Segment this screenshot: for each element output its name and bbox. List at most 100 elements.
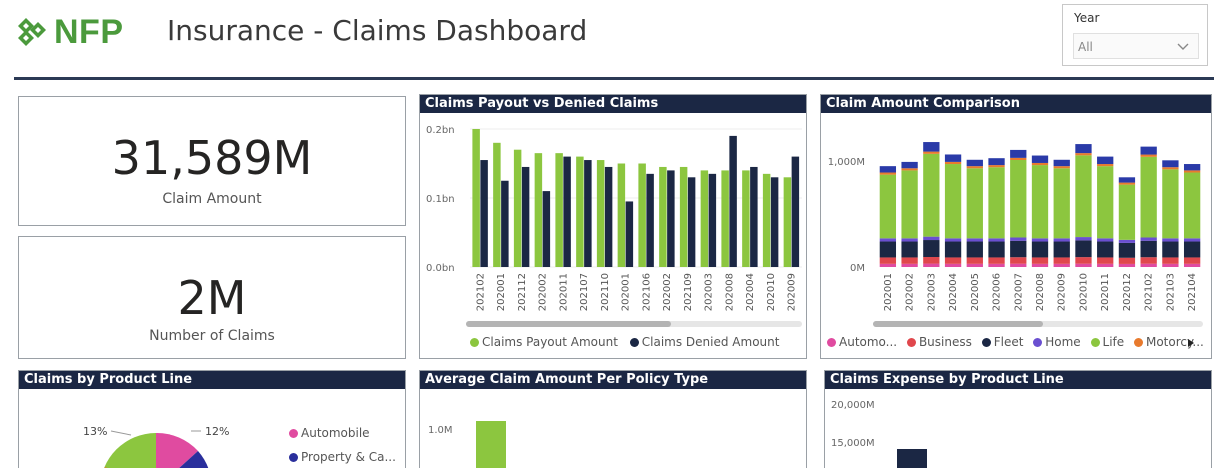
pie-slice-automobile[interactable] [156,432,198,468]
stacked-bar-segment[interactable] [1140,154,1157,157]
stacked-bar-segment[interactable] [1010,149,1027,158]
year-dropdown[interactable]: All [1073,33,1199,59]
stacked-bar-segment[interactable] [1053,263,1070,267]
legend-item[interactable]: Property & Ca... [289,445,396,468]
stacked-bar-segment[interactable] [1183,172,1201,239]
number-of-claims-card[interactable]: 2M Number of Claims [18,236,406,359]
stacked-bar-segment[interactable] [1118,257,1136,264]
pie-slice-property[interactable] [156,451,212,468]
bar[interactable] [501,180,509,267]
stacked-bar-segment[interactable] [1010,237,1027,241]
bar[interactable] [513,149,522,267]
bar[interactable] [625,201,634,267]
stacked-bar-segment[interactable] [988,158,1005,166]
stacked-bar-segment[interactable] [988,241,1005,258]
stacked-bar-segment[interactable] [879,257,897,264]
stacked-bar-segment[interactable] [988,263,1005,267]
stacked-bar-segment[interactable] [1075,155,1092,238]
stacked-bar-segment[interactable] [1053,257,1070,264]
average-claim-chart[interactable]: 1.0M [420,391,806,468]
pie-chart[interactable] [100,432,212,468]
stacked-bar-segment[interactable] [966,166,983,169]
stacked-bar-segment[interactable] [901,170,918,239]
bar[interactable] [476,421,506,468]
stacked-bar-segment[interactable] [1140,257,1157,264]
stacked-bar-segment[interactable] [966,263,983,267]
legend-item[interactable]: Life [1090,335,1124,349]
bar[interactable] [721,170,729,267]
bar[interactable] [480,160,488,267]
stacked-bar-segment[interactable] [923,257,940,264]
stacked-bar-segment[interactable] [1010,157,1027,160]
stacked-bar-segment[interactable] [1053,238,1070,242]
stacked-bar-segment[interactable] [1183,263,1201,267]
stacked-bar-segment[interactable] [901,241,918,258]
stacked-bar-segment[interactable] [944,161,962,165]
stacked-bar-segment[interactable] [923,142,940,152]
bar[interactable] [750,166,758,267]
stacked-bar-segment[interactable] [1183,257,1201,264]
stacked-bar-segment[interactable] [1162,241,1179,258]
stacked-bar-segment[interactable] [1031,155,1049,163]
stacked-bar-segment[interactable] [1031,263,1049,267]
stacked-bar-segment[interactable] [1118,263,1136,267]
stacked-bar-segment[interactable] [1053,166,1070,169]
stacked-bar-segment[interactable] [1031,165,1049,239]
stacked-bar-segment[interactable] [1053,241,1070,258]
stacked-bar-segment[interactable] [879,241,897,258]
claim-amount-comparison-panel[interactable]: Claim Amount Comparison 0M 1,000M 202001 20… [820,94,1212,359]
stacked-bar-segment[interactable] [1010,159,1027,238]
stacked-bar-segment[interactable] [1097,241,1114,258]
triangle-right-icon[interactable] [1187,338,1195,348]
stacked-bar-segment[interactable] [944,154,962,162]
stacked-bar-segment[interactable] [1031,238,1049,242]
stacked-bar-segment[interactable] [923,153,940,237]
stacked-bar-segment[interactable] [1162,238,1179,242]
stacked-bar-segment[interactable] [1097,156,1114,165]
stacked-bar-segment[interactable] [1031,162,1049,166]
stacked-bar-segment[interactable] [988,238,1005,242]
stacked-bar-segment[interactable] [1140,263,1157,267]
stacked-bar-segment[interactable] [1097,263,1114,267]
claims-expense-chart[interactable]: 20,000M 15,000M [825,391,1211,468]
legend-item[interactable]: Home [1033,335,1081,349]
stacked-bar-segment[interactable] [1053,168,1070,239]
stacked-bar-segment[interactable] [879,174,897,239]
bar[interactable] [555,153,563,267]
bar[interactable] [687,177,696,267]
legend-item[interactable]: Claims Denied Amount [629,335,779,349]
horizontal-scrollbar[interactable] [466,321,802,327]
stacked-bar-segment[interactable] [901,168,918,171]
stacked-bar-segment[interactable] [966,238,983,242]
year-slicer[interactable]: Year All [1062,4,1208,66]
stacked-bar-segment[interactable] [901,161,918,169]
stacked-bar-segment[interactable] [1031,257,1049,264]
bar[interactable] [729,135,737,267]
legend-item[interactable]: Business [906,335,972,349]
stacked-bar-segment[interactable] [1010,240,1027,258]
stacked-bar-segment[interactable] [966,159,983,167]
pie-slice-life[interactable] [100,433,156,468]
bar[interactable] [791,156,800,267]
stacked-bar-segment[interactable] [1097,164,1114,167]
bar[interactable] [700,170,709,267]
bar[interactable] [667,170,675,267]
claims-by-product-line-panel[interactable]: Claims by Product Line 13% 12% Automobil… [18,370,406,468]
scrollbar-thumb[interactable] [873,321,1043,327]
stacked-bar-segment[interactable] [1140,240,1157,258]
bar[interactable] [708,173,717,267]
stacked-bar-segment[interactable] [1183,241,1201,258]
bar[interactable] [762,173,771,267]
stacked-bar-segment[interactable] [923,240,940,258]
stacked-bar-segment[interactable] [966,257,983,264]
bar[interactable] [472,129,480,267]
stacked-bar-segment[interactable] [1075,263,1092,267]
bar[interactable] [542,191,551,267]
horizontal-scrollbar[interactable] [873,321,1203,327]
stacked-bar-segment[interactable] [901,263,918,267]
stacked-bar-segment[interactable] [1097,257,1114,264]
bar[interactable] [604,166,613,267]
stacked-bar-segment[interactable] [1097,166,1114,239]
stacked-bar-segment[interactable] [966,168,983,239]
stacked-bar-segment[interactable] [1118,184,1136,240]
